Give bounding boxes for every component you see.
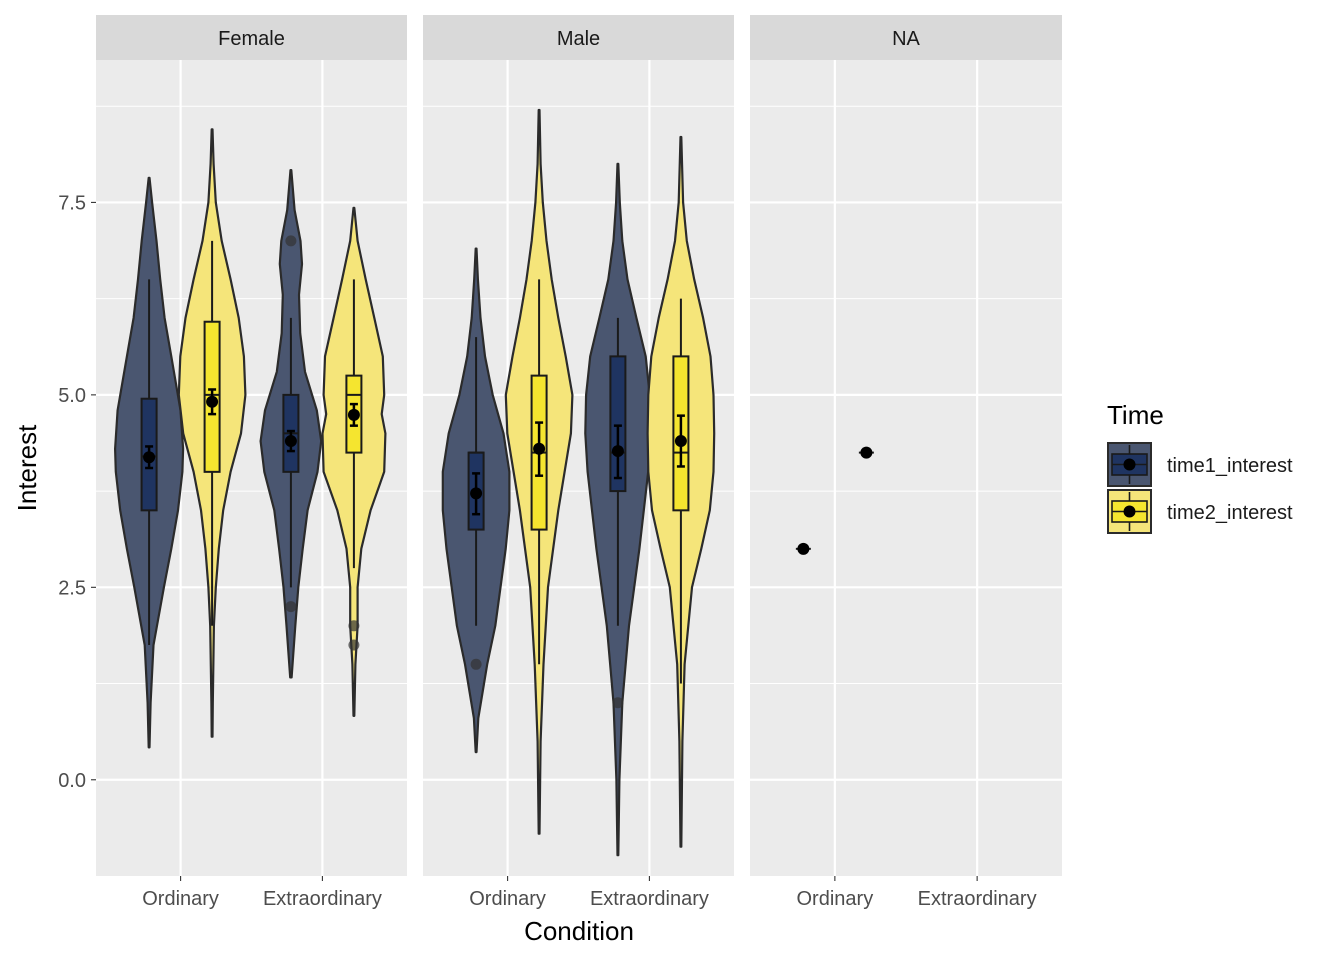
outlier-point <box>285 601 297 613</box>
mean-point <box>611 445 624 458</box>
mean-point <box>674 435 687 448</box>
facet-strip <box>96 15 407 60</box>
x-tick-label: Ordinary <box>142 888 219 910</box>
outlier-point <box>285 235 297 247</box>
legend-key-mean <box>1123 458 1136 471</box>
y-axis-title: Interest <box>12 424 42 511</box>
facet-strip-label: Female <box>218 28 285 50</box>
violin-group-time2_interest-female-ordinary <box>177 128 247 738</box>
box-iqr <box>609 355 627 493</box>
facet-strip-label: Male <box>557 28 600 50</box>
violin-group-time2_interest-male-ordinary <box>504 108 574 835</box>
y-tick-label: 5.0 <box>58 385 86 407</box>
violin-group-time1_interest-na-ordinary <box>795 542 811 555</box>
violin-group-time1_interest-male-extraordinary <box>584 162 652 857</box>
legend-entry-label: time1_interest <box>1167 455 1293 477</box>
y-tick-label: 7.5 <box>58 192 86 214</box>
legend-key-time1_interest <box>1107 442 1152 487</box>
outlier-point <box>348 639 360 651</box>
violin-group-time2_interest-na-ordinary <box>858 446 874 459</box>
outlier-point <box>348 620 360 632</box>
y-tick-label: 2.5 <box>58 577 86 599</box>
facet-strip-label: NA <box>892 28 920 50</box>
panel-background <box>750 60 1062 876</box>
legend: Time time1_interest time2_interest <box>1107 400 1293 534</box>
mean-point <box>206 395 219 408</box>
outlier-point <box>470 658 482 670</box>
legend-key-mean <box>1123 505 1136 518</box>
x-axis-title: Condition <box>524 916 634 946</box>
violin-group-time1_interest-male-ordinary <box>441 247 511 754</box>
x-tick-label: Extraordinary <box>590 888 709 910</box>
mean-point <box>860 446 873 459</box>
violin-group-time2_interest-male-extraordinary <box>646 135 716 848</box>
legend-title: Time <box>1107 400 1164 430</box>
x-tick-label: Ordinary <box>797 888 874 910</box>
x-tick-label: Extraordinary <box>263 888 382 910</box>
outlier-point <box>612 697 624 709</box>
mean-point <box>797 542 810 555</box>
facet-strip <box>750 15 1062 60</box>
y-tick-label: 0.0 <box>58 770 86 792</box>
mean-point <box>284 435 297 448</box>
x-tick-label: Ordinary <box>469 888 546 910</box>
violin-group-time1_interest-female-extraordinary <box>259 169 323 679</box>
mean-point <box>143 451 156 464</box>
violin-group-time1_interest-female-ordinary <box>114 176 185 749</box>
facet-panel-na: NA Ordinary Extraordinary <box>750 15 1062 910</box>
mean-point <box>347 408 360 421</box>
violin-group-time2_interest-female-extraordinary <box>321 206 387 717</box>
legend-entry-label: time2_interest <box>1167 502 1293 524</box>
mean-point <box>470 487 483 500</box>
legend-key-time2_interest <box>1107 489 1152 534</box>
facet-strip <box>423 15 734 60</box>
x-tick-label: Extraordinary <box>918 888 1037 910</box>
mean-point <box>533 442 546 455</box>
